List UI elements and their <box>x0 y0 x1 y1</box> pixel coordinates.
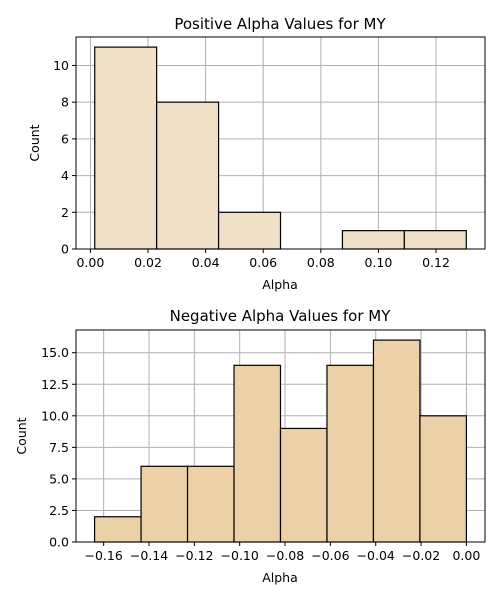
y-axis-label: Count <box>27 124 42 161</box>
y-tick-label: 10.0 <box>41 408 69 423</box>
x-tick-label: 0.10 <box>365 255 393 270</box>
chart-title: Negative Alpha Values for MY <box>170 307 392 325</box>
y-axis-ticks: 0 2 4 6 8 10 <box>53 58 76 257</box>
y-tick-label: 4 <box>61 168 69 183</box>
y-tick-label: 0 <box>61 242 69 257</box>
histogram-bar <box>341 230 405 250</box>
histogram-bar <box>326 364 375 543</box>
histogram-bar <box>279 427 328 543</box>
x-tick-label: 0.00 <box>452 548 480 563</box>
histogram-bar <box>156 101 220 250</box>
bars <box>93 339 468 543</box>
x-tick-label: −0.02 <box>402 548 440 563</box>
positive-alpha-histogram: Positive Alpha Values for MY 0.00 0.02 0.0… <box>27 15 486 292</box>
x-tick-label: −0.16 <box>85 548 123 563</box>
x-axis-label: Alpha <box>262 277 298 292</box>
plot-frame <box>75 329 486 543</box>
y-axis-ticks: 0.0 2.5 5.0 7.5 10.0 12.5 15.0 <box>41 345 76 550</box>
x-tick-label: −0.12 <box>175 548 213 563</box>
x-tick-label: −0.08 <box>266 548 304 563</box>
y-tick-label: 15.0 <box>41 345 69 360</box>
y-axis-label: Count <box>14 417 29 454</box>
histogram-bar <box>140 465 189 543</box>
histogram-bar <box>217 211 282 250</box>
y-tick-label: 6 <box>61 131 69 146</box>
x-tick-label: 0.12 <box>422 255 450 270</box>
y-tick-label: 10 <box>53 58 69 73</box>
x-tick-label: −0.14 <box>130 548 168 563</box>
histogram-bar <box>186 465 235 543</box>
x-axis-ticks: 0.00 0.02 0.04 0.06 0.08 0.10 0.12 <box>76 249 450 270</box>
chart-title: Positive Alpha Values for MY <box>174 15 386 33</box>
y-tick-label: 0.0 <box>49 535 69 550</box>
histogram-bar <box>94 46 158 250</box>
x-tick-label: 0.00 <box>76 255 104 270</box>
histogram-bar <box>372 339 421 543</box>
x-tick-label: 0.08 <box>307 255 335 270</box>
histogram-bar <box>93 516 142 543</box>
x-tick-label: 0.04 <box>192 255 220 270</box>
histogram-bar <box>403 230 467 250</box>
bars <box>94 46 467 250</box>
x-tick-label: 0.02 <box>134 255 162 270</box>
histogram-bar <box>419 415 468 543</box>
y-tick-label: 8 <box>61 95 69 110</box>
x-tick-label: −0.04 <box>357 548 395 563</box>
plot-frame <box>75 36 486 250</box>
y-tick-label: 12.5 <box>41 377 69 392</box>
y-tick-label: 2 <box>61 205 69 220</box>
y-tick-label: 5.0 <box>49 471 69 486</box>
x-axis-ticks: −0.16 −0.14 −0.12 −0.10 −0.08 −0.06 −0.04 −0.02… <box>85 542 480 563</box>
x-axis-label: Alpha <box>262 570 298 585</box>
negative-alpha-histogram: Negative Alpha Values for MY −0.16 −0.14−… <box>14 307 486 585</box>
x-tick-label: −0.06 <box>311 548 349 563</box>
x-tick-label: −0.10 <box>221 548 259 563</box>
y-tick-label: 2.5 <box>49 503 69 518</box>
histogram-bar <box>233 364 282 543</box>
x-tick-label: 0.06 <box>249 255 277 270</box>
y-tick-label: 7.5 <box>49 440 69 455</box>
